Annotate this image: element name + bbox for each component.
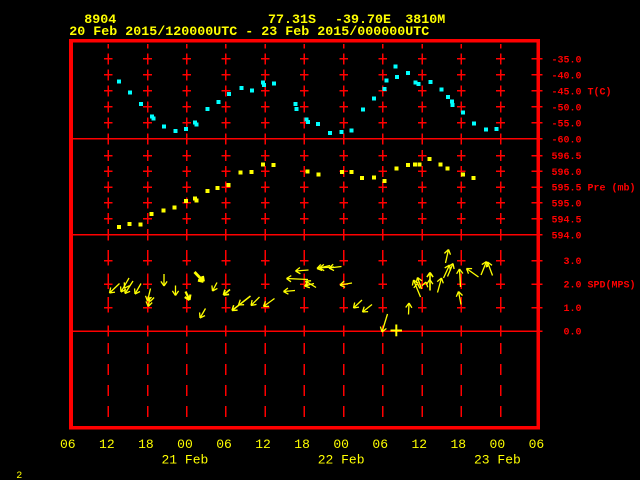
svg-text:12: 12 [411, 437, 427, 452]
svg-text:12: 12 [99, 437, 115, 452]
svg-text:22 Feb: 22 Feb [318, 452, 365, 467]
svg-text:2.0 SPD(MPS): 2.0 SPD(MPS) [552, 280, 636, 292]
svg-text:06: 06 [60, 437, 76, 452]
svg-text:594.0: 594.0 [552, 231, 582, 242]
svg-text:00: 00 [177, 437, 193, 452]
svg-text:06: 06 [372, 437, 388, 452]
svg-text:-39.70E: -39.70E [335, 13, 391, 28]
svg-text:3810M: 3810M [405, 13, 445, 28]
svg-text:21 Feb: 21 Feb [161, 452, 208, 467]
svg-text:8904: 8904 [84, 13, 116, 28]
svg-text:-55.0: -55.0 [552, 119, 582, 130]
svg-text:23 Feb: 23 Feb [474, 452, 521, 467]
svg-text:596.0: 596.0 [552, 168, 582, 179]
svg-text:0.0: 0.0 [552, 328, 582, 339]
svg-text:00: 00 [333, 437, 349, 452]
svg-text:595.5 Pre (mb): 595.5 Pre (mb) [552, 183, 636, 195]
svg-text:-35.0: -35.0 [552, 55, 582, 66]
svg-text:595.0: 595.0 [552, 200, 582, 211]
svg-text:12: 12 [255, 437, 271, 452]
svg-text:-40.0: -40.0 [552, 71, 582, 82]
svg-text:1.0: 1.0 [552, 304, 582, 315]
svg-text:18: 18 [294, 437, 310, 452]
svg-text:20 Feb 2015/120000UTC - 23 Feb: 20 Feb 2015/120000UTC - 23 Feb 2015/0000… [69, 25, 429, 40]
svg-text:06: 06 [529, 437, 545, 452]
svg-text:00: 00 [490, 437, 506, 452]
svg-text:2: 2 [16, 471, 22, 480]
svg-text:18: 18 [138, 437, 154, 452]
svg-text:3.0: 3.0 [552, 257, 582, 268]
svg-text:-45.0 T(C): -45.0 T(C) [552, 86, 612, 98]
svg-text:18: 18 [450, 437, 466, 452]
svg-text:-50.0: -50.0 [552, 103, 582, 114]
svg-text:-60.0: -60.0 [552, 135, 582, 146]
svg-text:596.5: 596.5 [552, 152, 582, 163]
svg-text:06: 06 [216, 437, 232, 452]
svg-text:77.31S: 77.31S [268, 13, 316, 28]
svg-text:594.5: 594.5 [552, 215, 582, 226]
